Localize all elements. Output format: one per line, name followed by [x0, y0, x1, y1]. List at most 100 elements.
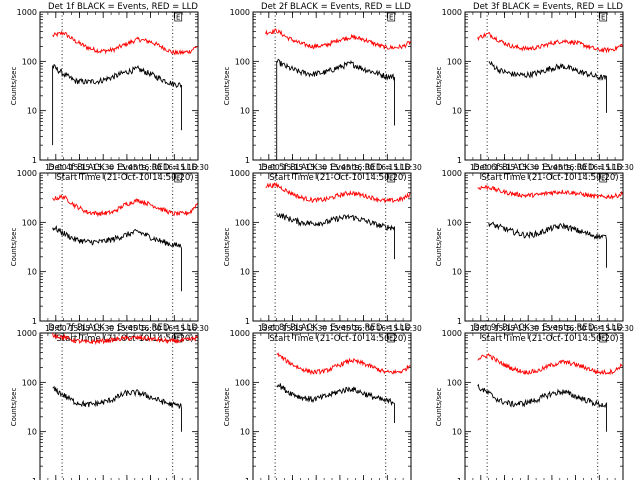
- x-tick-label: 15:30: [92, 324, 114, 333]
- x-tick-label: 15:00: [258, 324, 280, 333]
- x-tick-label: 16:15: [163, 324, 185, 333]
- y-tick-label: 1000: [17, 8, 37, 17]
- panel-title: Det 7f BLACK = Events, RED = LLD: [48, 323, 198, 333]
- x-tick-label: 16:00: [140, 163, 162, 172]
- series-lld-line: [265, 28, 411, 50]
- y-tick-label: 100: [235, 57, 250, 66]
- plot-frame: [39, 332, 199, 480]
- y-tick-label: 1: [457, 477, 462, 480]
- series-lld-line: [52, 333, 198, 346]
- x-tick-label: 15:45: [541, 324, 563, 333]
- x-tick-label: 16:30: [187, 324, 209, 333]
- y-tick-label: 1: [245, 317, 250, 326]
- panel-title: Det 8f BLACK = Events, RED = LLD: [261, 323, 411, 333]
- series-lld-line: [477, 32, 623, 54]
- panel-title: Det 3f BLACK = Events, RED = LLD: [473, 2, 623, 12]
- x-tick-label: 15:30: [92, 163, 114, 172]
- x-tick-label: 15:15: [69, 324, 91, 333]
- panel-title: Det 1f BLACK = Events, RED = LLD: [48, 2, 198, 12]
- y-tick-label: 100: [447, 57, 462, 66]
- y-tick-label: 10: [240, 428, 250, 437]
- x-axis-label: Start Time (21-Oct-10 14:50:20): [269, 173, 406, 183]
- x-tick-label: 16:30: [612, 324, 634, 333]
- x-tick-label: 16:15: [376, 324, 398, 333]
- corner-marker-box: [599, 333, 608, 343]
- x-tick-label: 16:30: [187, 163, 209, 172]
- x-tick-label: 15:15: [69, 163, 91, 172]
- y-tick-label: 1000: [442, 169, 462, 178]
- corner-marker-box: [387, 333, 396, 343]
- x-tick-label: 15:00: [45, 163, 67, 172]
- panel-title: Det 2f BLACK = Events, RED = LLD: [261, 2, 411, 12]
- x-tick-label: 15:30: [305, 324, 327, 333]
- x-tick-label: 15:45: [329, 324, 351, 333]
- series-events-line: [52, 385, 182, 432]
- y-axis-label: Counts/sec: [223, 67, 231, 106]
- y-axis-label: Counts/sec: [10, 388, 18, 427]
- x-tick-label: 15:15: [494, 163, 516, 172]
- y-tick-label: 10: [240, 107, 250, 116]
- y-axis-label: Counts/sec: [435, 228, 443, 267]
- panel-6: Det 6f BLACK = Events, RED = LLD 1 10 100 10…: [435, 163, 634, 344]
- series-lld-line: [265, 181, 411, 204]
- x-tick-label: 15:15: [282, 324, 304, 333]
- y-axis-label: Counts/sec: [223, 388, 231, 427]
- corner-marker-label: E: [176, 14, 180, 22]
- series-lld-line: [52, 30, 198, 56]
- series-events-line: [488, 60, 607, 113]
- series-events-line: [276, 212, 395, 260]
- x-tick-label: 15:45: [329, 163, 351, 172]
- x-tick-label: 16:15: [588, 324, 610, 333]
- y-tick-label: 1000: [230, 8, 250, 17]
- y-axis-label: Counts/sec: [223, 228, 231, 267]
- series-lld-line: [52, 194, 198, 218]
- x-tick-label: 16:30: [612, 163, 634, 172]
- y-tick-label: 1: [245, 477, 250, 480]
- y-tick-label: 1000: [17, 169, 37, 178]
- y-tick-label: 100: [22, 57, 37, 66]
- x-tick-label: 15:30: [517, 163, 539, 172]
- panel-title: Det 4f BLACK = Events, RED = LLD: [48, 163, 198, 173]
- y-axis-label: Counts/sec: [10, 67, 18, 106]
- y-tick-label: 10: [27, 268, 37, 277]
- y-tick-label: 10: [452, 107, 462, 116]
- corner-marker-box: [174, 173, 183, 183]
- x-tick-label: 16:00: [140, 324, 162, 333]
- corner-marker-label: E: [601, 335, 605, 343]
- corner-marker-box: [387, 12, 396, 22]
- x-tick-label: 15:15: [282, 163, 304, 172]
- x-tick-label: 15:00: [258, 163, 280, 172]
- x-axis-label: Start Time (21-Oct-10 14:50:20): [56, 173, 193, 183]
- y-tick-label: 10: [240, 268, 250, 277]
- series-events-line: [52, 224, 182, 292]
- x-tick-label: 15:45: [116, 163, 138, 172]
- corner-marker-label: E: [389, 335, 393, 343]
- corner-marker-label: E: [176, 175, 180, 183]
- panel-8: Det 8f BLACK = Events, RED = LLD 1 10 100 10…: [223, 323, 412, 480]
- y-tick-label: 1000: [442, 329, 462, 338]
- y-tick-label: 1: [32, 156, 37, 165]
- y-tick-label: 1: [32, 477, 37, 480]
- series-events-line: [276, 58, 395, 160]
- y-axis-label: Counts/sec: [435, 388, 443, 427]
- plot-frame: [252, 172, 412, 322]
- series-events-line: [488, 221, 607, 268]
- y-tick-label: 1: [32, 317, 37, 326]
- corner-marker-label: E: [389, 175, 393, 183]
- series-lld-line: [477, 352, 623, 376]
- y-tick-label: 10: [452, 268, 462, 277]
- y-tick-label: 1000: [442, 8, 462, 17]
- y-tick-label: 10: [27, 428, 37, 437]
- panel-4: Det 4f BLACK = Events, RED = LLD 1 10 100 10…: [10, 163, 209, 344]
- y-axis-label: Counts/sec: [435, 67, 443, 106]
- x-tick-label: 16:15: [376, 163, 398, 172]
- panel-title: Det 5f BLACK = Events, RED = LLD: [261, 163, 411, 173]
- x-tick-label: 16:00: [353, 324, 375, 333]
- x-tick-label: 16:00: [565, 163, 587, 172]
- panel-7: Det 7f BLACK = Events, RED = LLD 1 10 100 10…: [10, 323, 199, 480]
- x-tick-label: 15:30: [517, 324, 539, 333]
- y-tick-label: 100: [447, 378, 462, 387]
- y-tick-label: 100: [235, 218, 250, 227]
- y-tick-label: 10: [452, 428, 462, 437]
- corner-marker-box: [599, 173, 608, 183]
